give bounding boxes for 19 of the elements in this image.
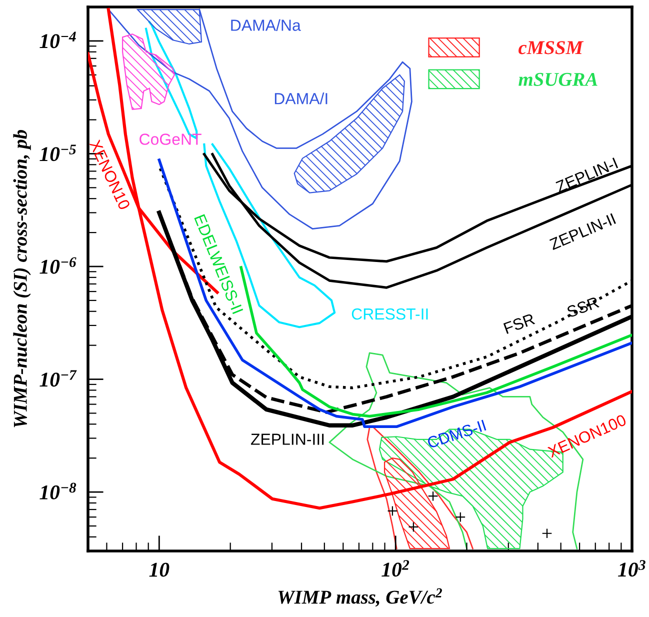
y-tick-label: 10$^{−7}$	[40, 370, 77, 387]
legend-label: cMSSM	[518, 41, 584, 54]
text: FSR	[503, 313, 536, 334]
series-label: ZEPLIN-III	[250, 434, 324, 445]
series-label: DAMA/I	[274, 92, 328, 104]
text: SSR	[566, 296, 600, 318]
series-label: CoGeNT	[140, 134, 202, 145]
y-axis-title: WIMP-nucleon (SI) cross-section, pb	[13, 130, 31, 428]
series-label: CRESST-II	[352, 308, 428, 320]
y-tick-label: 10$^{−4}$	[40, 32, 76, 48]
series-label: DAMA/Na	[231, 19, 301, 31]
y-tick-label: 10$^{−5}$	[40, 144, 76, 162]
legend-label: mSUGRA	[518, 72, 598, 86]
x-tick-label: 10	[149, 562, 170, 577]
x-tick-label: 10$^{3}$	[618, 560, 646, 577]
y-tick-label: 10$^{−8}$	[40, 482, 76, 500]
x-tick-label: 10$^{2}$	[382, 560, 410, 577]
x-axis-title: WIMP mass, GeV/c$^{2}$	[278, 588, 442, 607]
y-tick-label: 10$^{−6}$	[40, 257, 76, 274]
